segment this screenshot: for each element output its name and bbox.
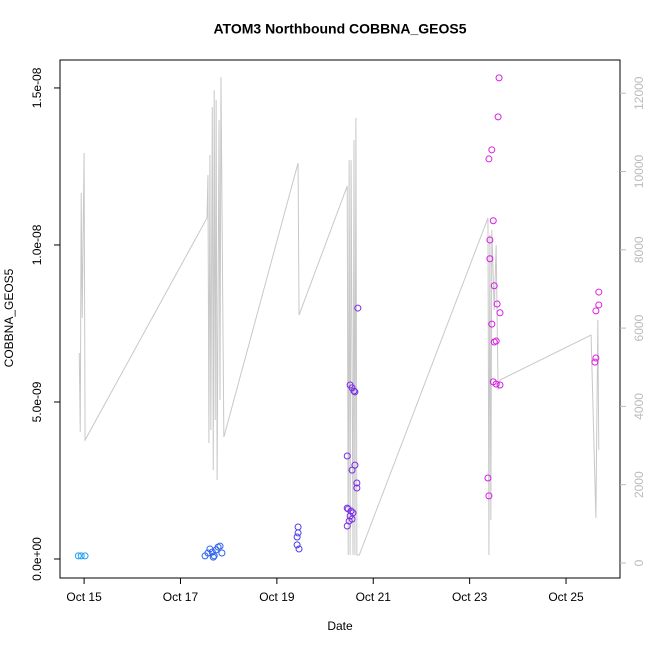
point xyxy=(294,529,302,537)
point xyxy=(490,282,498,290)
point xyxy=(492,380,500,388)
point xyxy=(595,288,603,296)
point xyxy=(74,552,82,560)
point xyxy=(489,217,497,225)
y2-tick-label: 8000 xyxy=(632,236,646,263)
y2-tick-label: 12000 xyxy=(632,76,646,110)
point xyxy=(77,552,85,560)
plot-frame xyxy=(59,59,621,579)
point xyxy=(496,309,504,317)
point xyxy=(485,492,493,500)
point xyxy=(484,474,492,482)
y2-tick-label: 10000 xyxy=(632,154,646,188)
point xyxy=(210,552,218,560)
x-tick-label: Oct 25 xyxy=(548,590,584,604)
point xyxy=(488,146,496,154)
point xyxy=(493,300,501,308)
point xyxy=(293,533,301,541)
point xyxy=(351,461,359,469)
point xyxy=(295,545,303,553)
point xyxy=(345,517,353,525)
point xyxy=(218,549,226,557)
point xyxy=(486,255,494,263)
point xyxy=(496,381,504,389)
x-tick-label: Oct 23 xyxy=(452,590,488,604)
point xyxy=(354,304,362,312)
x-tick-label: Oct 17 xyxy=(163,590,199,604)
point xyxy=(353,479,361,487)
point xyxy=(592,307,600,315)
point xyxy=(293,541,301,549)
chart-title: ATOM3 Northbound COBBNA_GEOS5 xyxy=(213,21,466,37)
y-tick-label: 1.0e-08 xyxy=(30,224,44,265)
point xyxy=(494,113,502,121)
point xyxy=(350,387,358,395)
point xyxy=(208,548,216,556)
y2-tick-label: 4000 xyxy=(632,393,646,420)
x-axis-label: Date xyxy=(327,619,353,633)
line xyxy=(78,77,600,556)
point xyxy=(347,507,355,515)
y2-tick-label: 0 xyxy=(632,559,646,566)
point xyxy=(204,549,212,557)
y-tick-label: 5.0e-09 xyxy=(30,381,44,422)
y2-tick-label: 2000 xyxy=(632,471,646,498)
y2-tick-label: 6000 xyxy=(632,314,646,341)
point xyxy=(343,452,351,460)
point xyxy=(81,552,89,560)
x-tick-label: Oct 15 xyxy=(66,590,102,604)
point xyxy=(591,358,599,366)
point xyxy=(209,553,217,561)
point xyxy=(485,155,493,163)
point xyxy=(595,301,603,309)
point xyxy=(592,354,600,362)
point xyxy=(348,466,356,474)
point xyxy=(486,236,494,244)
point xyxy=(351,388,359,396)
point xyxy=(353,484,361,492)
point xyxy=(488,320,496,328)
point xyxy=(490,338,498,346)
point xyxy=(294,523,302,531)
point xyxy=(495,74,503,82)
y-tick-label: 0.0e+00 xyxy=(30,537,44,581)
y-axis-label: COBBNA_GEOS5 xyxy=(2,268,16,367)
y-tick-label: 1.5e-08 xyxy=(30,67,44,108)
point xyxy=(216,542,224,550)
x-tick-label: Oct 21 xyxy=(356,590,392,604)
x-tick-label: Oct 19 xyxy=(259,590,295,604)
